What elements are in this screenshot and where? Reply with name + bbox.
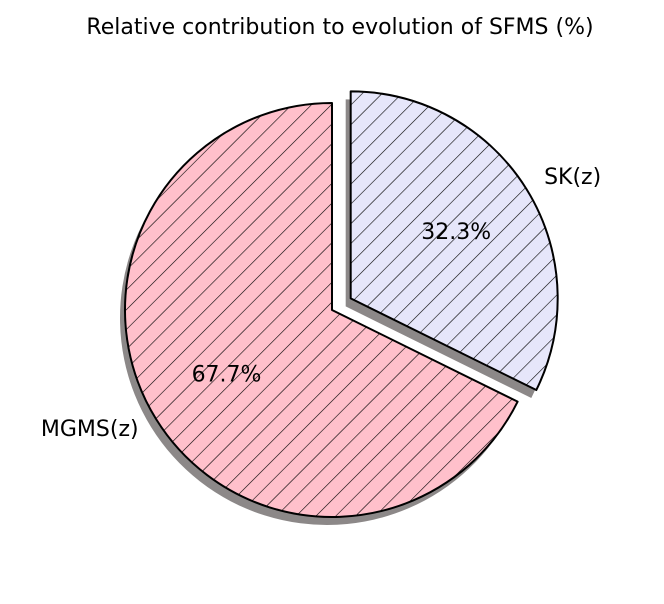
chart-title: Relative contribution to evolution of SF… [86, 15, 593, 40]
pie-labels: SK(z) 32.3% MGMS(z) 67.7% [41, 165, 601, 442]
pie-slices [124, 90, 559, 518]
slice-outline-mgms-z [124, 102, 519, 518]
slice-percent-sk-z: 32.3% [421, 220, 491, 245]
slice-percent-mgms-z: 67.7% [192, 363, 262, 388]
slice-label-sk-z: SK(z) [544, 165, 601, 190]
slice-hatch-mgms-z [124, 103, 518, 517]
slice-outline-sk-z [349, 90, 559, 392]
slice-label-mgms-z: MGMS(z) [41, 417, 139, 442]
slice-hatch-sk-z [350, 91, 558, 391]
